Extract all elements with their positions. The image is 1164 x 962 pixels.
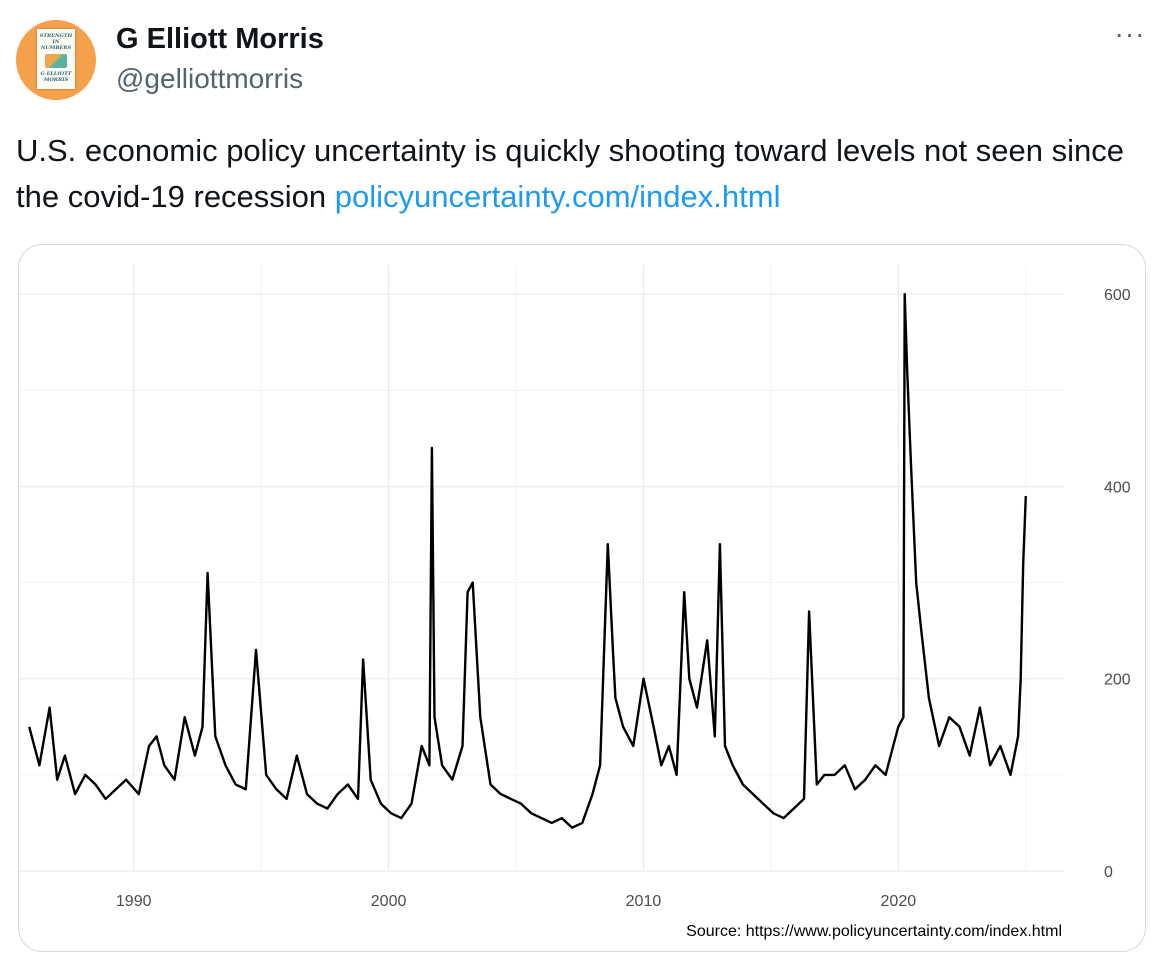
avatar[interactable]: STRENGTH IN NUMBERS G ELLIOTT MORRIS bbox=[16, 20, 96, 100]
policy-uncertainty-chart: 1990 2000 2010 2020 0 200 400 600 Source: https… bbox=[19, 265, 1131, 940]
chart-grid bbox=[19, 265, 1064, 872]
x-tick-label: 1990 bbox=[116, 893, 152, 910]
x-tick-label: 2010 bbox=[626, 893, 662, 910]
y-tick-label: 0 bbox=[1104, 864, 1113, 881]
y-tick-label: 600 bbox=[1104, 287, 1131, 304]
book-line: NUMBERS bbox=[40, 45, 72, 51]
x-tick-label: 2000 bbox=[371, 893, 407, 910]
more-horizontal-icon[interactable]: ··· bbox=[1114, 18, 1146, 49]
author-handle[interactable]: @gelliottmorris bbox=[116, 63, 304, 94]
book-cover-icon: STRENGTH IN NUMBERS G ELLIOTT MORRIS bbox=[37, 29, 75, 89]
chart-source-annotation: Source: https://www.policyuncertainty.co… bbox=[686, 923, 1062, 940]
y-tick-label: 400 bbox=[1104, 479, 1131, 496]
book-line: STRENGTH bbox=[39, 33, 73, 39]
tweet-text: U.S. economic policy uncertainty is quic… bbox=[16, 128, 1136, 220]
chart-tick-labels: 1990 2000 2010 2020 0 200 400 600 bbox=[116, 287, 1131, 910]
book-line: MORRIS bbox=[43, 77, 69, 83]
book-line: IN bbox=[52, 39, 60, 45]
x-tick-label: 2020 bbox=[881, 893, 917, 910]
tweet-link[interactable]: policyuncertainty.com/index.html bbox=[334, 179, 781, 214]
y-tick-label: 200 bbox=[1104, 672, 1131, 689]
tweet-media-chart[interactable]: 1990 2000 2010 2020 0 200 400 600 Source: https… bbox=[18, 244, 1146, 952]
author-name[interactable]: G Elliott Morris bbox=[116, 23, 324, 55]
percent-mark-icon bbox=[45, 54, 67, 68]
book-line: G ELLIOTT bbox=[40, 71, 72, 77]
tweet-text-body: U.S. economic policy uncertainty is quic… bbox=[16, 133, 1124, 214]
series-line-0 bbox=[28, 293, 1027, 829]
chart-series-layer bbox=[28, 293, 1027, 829]
